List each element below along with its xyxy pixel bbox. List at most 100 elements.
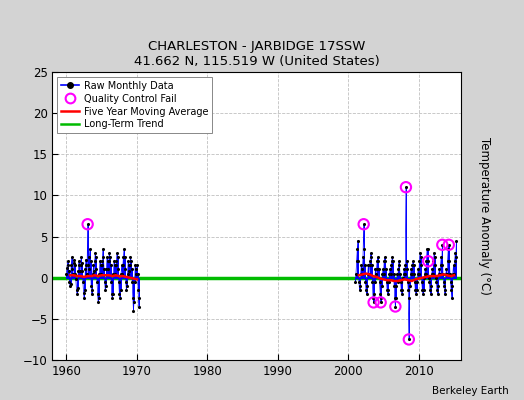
Point — [122, 279, 130, 285]
Point — [128, 279, 136, 285]
Point — [408, 262, 417, 268]
Point — [375, 279, 384, 285]
Point — [78, 268, 86, 274]
Point — [427, 283, 435, 289]
Point — [441, 287, 450, 293]
Point — [432, 274, 440, 281]
Point — [401, 262, 409, 268]
Point — [403, 279, 412, 285]
Point — [388, 254, 397, 260]
Point — [444, 246, 452, 252]
Point — [111, 262, 119, 268]
Point — [73, 284, 82, 291]
Point — [105, 250, 114, 256]
Point — [405, 295, 413, 302]
Point — [369, 299, 378, 306]
Point — [378, 270, 387, 277]
Point — [422, 270, 430, 277]
Point — [373, 266, 381, 273]
Point — [405, 336, 413, 343]
Point — [438, 262, 446, 268]
Point — [394, 279, 402, 285]
Point — [449, 262, 457, 268]
Point — [70, 256, 78, 263]
Point — [392, 283, 401, 289]
Point — [383, 279, 391, 285]
Point — [354, 258, 363, 264]
Point — [98, 258, 106, 264]
Point — [437, 254, 445, 260]
Point — [124, 258, 133, 264]
Point — [103, 258, 112, 264]
Point — [113, 254, 122, 260]
Point — [118, 270, 126, 277]
Point — [69, 270, 77, 277]
Point — [115, 291, 124, 297]
Point — [451, 258, 459, 264]
Point — [434, 283, 442, 289]
Point — [407, 266, 416, 273]
Point — [443, 258, 452, 264]
Point — [108, 291, 117, 297]
Point — [119, 254, 128, 260]
Point — [396, 270, 404, 277]
Point — [446, 279, 455, 285]
Point — [406, 283, 414, 289]
Point — [414, 266, 422, 273]
Point — [390, 295, 399, 302]
Point — [417, 254, 425, 260]
Point — [377, 295, 386, 302]
Point — [102, 283, 110, 289]
Point — [380, 258, 388, 264]
Point — [359, 221, 368, 228]
Point — [112, 258, 121, 264]
Point — [131, 262, 139, 268]
Point — [99, 246, 107, 252]
Point — [126, 254, 135, 260]
Point — [106, 254, 114, 260]
Point — [419, 287, 428, 293]
Point — [118, 262, 127, 268]
Point — [379, 266, 387, 273]
Point — [436, 270, 444, 277]
Point — [385, 270, 394, 277]
Point — [110, 270, 118, 277]
Point — [96, 262, 105, 268]
Point — [359, 221, 368, 228]
Point — [429, 258, 438, 264]
Point — [409, 258, 417, 264]
Point — [361, 262, 369, 268]
Point — [120, 246, 128, 252]
Point — [352, 270, 360, 277]
Point — [447, 295, 456, 302]
Point — [125, 262, 133, 268]
Point — [449, 270, 457, 277]
Point — [127, 258, 135, 264]
Point — [117, 262, 126, 268]
Point — [68, 266, 77, 273]
Point — [88, 291, 96, 297]
Point — [130, 299, 138, 306]
Point — [360, 246, 368, 252]
Point — [97, 262, 106, 268]
Point — [405, 336, 413, 343]
Point — [373, 258, 381, 264]
Point — [423, 246, 432, 252]
Point — [443, 270, 451, 277]
Point — [450, 270, 458, 277]
Point — [103, 254, 111, 260]
Point — [63, 258, 72, 264]
Point — [404, 287, 412, 293]
Point — [81, 287, 89, 293]
Point — [72, 287, 81, 293]
Point — [94, 295, 103, 302]
Point — [429, 270, 437, 277]
Point — [411, 279, 419, 285]
Point — [79, 289, 88, 296]
Point — [116, 295, 124, 302]
Point — [369, 295, 377, 302]
Point — [129, 308, 138, 314]
Point — [368, 262, 376, 268]
Point — [133, 262, 141, 268]
Point — [83, 221, 92, 228]
